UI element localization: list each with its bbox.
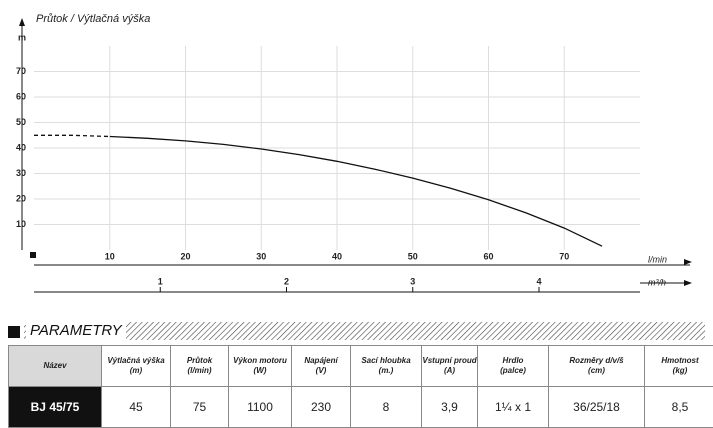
arrow-head xyxy=(684,280,692,286)
table-cell: 230 xyxy=(291,386,351,428)
column-header: Vstupní proud (A) xyxy=(421,345,478,387)
header-row: Název Výtlačná výška (m) Průtok (l/min) Výkon… xyxy=(8,345,713,387)
header-name: Výkon motoru xyxy=(233,356,287,365)
x2-tick-label: 2 xyxy=(284,276,289,286)
origin-marker xyxy=(30,252,36,258)
pump-curve xyxy=(34,134,110,138)
header-unit: (l/min) xyxy=(187,366,212,375)
table-body: BJ 45/75 45 75 1100 230 8 3,9 1¼ x 1 36/25/18 8,5 xyxy=(8,386,713,428)
table-cell: 8 xyxy=(350,386,422,428)
y-tick-label: 50 xyxy=(16,117,26,127)
x-tick-label: 20 xyxy=(180,251,190,261)
x-tick-label: 60 xyxy=(483,251,493,261)
x-tick-label: 10 xyxy=(105,251,115,261)
section-title-bg xyxy=(26,321,126,341)
table-cell: 75 xyxy=(170,386,229,428)
header-name: Název xyxy=(43,361,67,370)
column-header: Výtlačná výška (m) xyxy=(101,345,171,387)
x-axis-label: l/min xyxy=(648,254,667,264)
header-name: Sací hloubka xyxy=(361,356,411,365)
x-tick-label: 40 xyxy=(332,251,342,261)
header-name: Rozměry d/v/š xyxy=(569,356,624,365)
table-row: BJ 45/75 45 75 1100 230 8 3,9 1¼ x 1 36/25/18 8,5 xyxy=(8,386,713,428)
column-header: Rozměry d/v/š (cm) xyxy=(548,345,645,387)
header-name: Hrdlo xyxy=(502,356,524,365)
x2-axis-label: m³/h xyxy=(648,277,666,287)
parameter-table: Název Výtlačná výška (m) Průtok (l/min) Výkon… xyxy=(8,345,713,428)
x-tick-label: 50 xyxy=(408,251,418,261)
table-cell: 3,9 xyxy=(421,386,478,428)
column-header: Hrdlo (palce) xyxy=(477,345,549,387)
header-name: Vstupní proud xyxy=(422,356,477,365)
table-cell: 45 xyxy=(101,386,171,428)
chart-title: Průtok / Výtlačná výška xyxy=(36,13,150,25)
column-header: Sací hloubka (m.) xyxy=(350,345,422,387)
x-tick-label: 70 xyxy=(559,251,569,261)
section-marker xyxy=(8,326,20,338)
header-unit: (palce) xyxy=(500,366,526,375)
x2-tick-label: 1 xyxy=(158,276,163,286)
section-title: PARAMETRY xyxy=(30,322,123,339)
y-tick-label: 10 xyxy=(16,219,26,229)
table-cell: 1100 xyxy=(228,386,292,428)
table-cell: 1¼ x 1 xyxy=(477,386,549,428)
header-unit: (V) xyxy=(315,366,327,375)
arrow-head xyxy=(19,18,25,26)
header-name: Průtok xyxy=(186,356,213,365)
column-header: Výkon motoru (W) xyxy=(228,345,292,387)
table-cell: 36/25/18 xyxy=(548,386,645,428)
header-unit: (kg) xyxy=(672,366,688,375)
x2-tick-label: 3 xyxy=(410,276,415,286)
table-cell: 8,5 xyxy=(644,386,713,428)
header-unit: (cm) xyxy=(588,366,605,375)
header-unit: (m) xyxy=(129,366,143,375)
arrow-head xyxy=(684,259,692,265)
column-header: Název xyxy=(8,345,102,387)
table-cell: BJ 45/75 xyxy=(8,386,102,428)
pump-curve xyxy=(109,135,603,247)
y-tick-label: 40 xyxy=(16,142,26,152)
y-tick-label: 30 xyxy=(16,168,26,178)
header-unit: (W) xyxy=(253,366,267,375)
header-name: Napájení xyxy=(304,356,338,365)
y-tick-label: 70 xyxy=(16,66,26,76)
chart: Průtok / Výtlačná výška m l/min m³/h PAR… xyxy=(8,13,705,341)
x2-tick-label: 4 xyxy=(536,276,541,286)
section-hatch xyxy=(24,322,705,340)
header-unit: (A) xyxy=(443,366,456,375)
header-name: Výtlačná výška xyxy=(107,356,165,365)
column-header: Napájení (V) xyxy=(291,345,351,387)
column-header: Hmotnost (kg) xyxy=(644,345,713,387)
header-unit: (m.) xyxy=(378,366,394,375)
x-tick-label: 30 xyxy=(256,251,266,261)
header-name: Hmotnost xyxy=(661,356,699,365)
y-tick-label: 60 xyxy=(16,91,26,101)
column-header: Průtok (l/min) xyxy=(170,345,229,387)
y-tick-label: 20 xyxy=(16,193,26,203)
